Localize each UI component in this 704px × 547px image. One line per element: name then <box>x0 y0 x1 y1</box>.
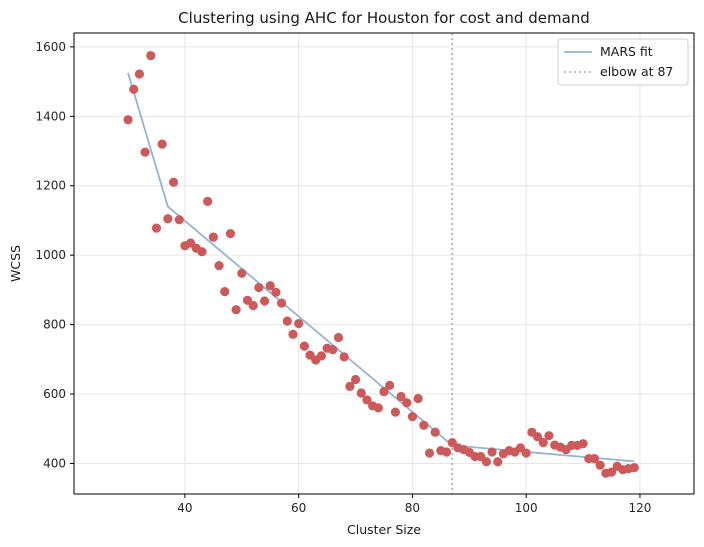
scatter-point <box>532 432 543 442</box>
x-tick-label: 100 <box>515 501 538 515</box>
scatter-point <box>544 431 554 441</box>
scatter-point <box>168 177 179 187</box>
scatter-point <box>134 69 145 79</box>
legend-fit-label: MARS fit <box>600 44 653 59</box>
scatter-point <box>350 374 361 385</box>
scatter-point <box>493 457 503 467</box>
y-tick-label: 800 <box>43 318 66 332</box>
mars-fit-line <box>127 72 635 463</box>
scatter-point <box>146 50 156 61</box>
scatter-point <box>259 296 270 306</box>
x-tick-label: 60 <box>291 501 306 515</box>
scatter-point <box>163 214 173 224</box>
scatter-points <box>123 50 639 478</box>
scatter-point <box>379 386 389 397</box>
scatter-point <box>396 391 406 402</box>
chart-title: Clustering using AHC for Houston for cos… <box>178 9 590 27</box>
scatter-point <box>578 439 588 449</box>
y-tick-label: 1400 <box>35 109 66 123</box>
scatter-point <box>248 300 258 311</box>
scatter-point <box>629 463 639 473</box>
y-axis-ticks: 400 600 800 1000 1200 1400 1600 <box>35 40 74 470</box>
scatter-point <box>174 215 184 225</box>
fit-line-layer <box>127 72 635 463</box>
scatter-point <box>282 316 292 326</box>
scatter-point <box>316 351 327 361</box>
scatter-point <box>362 395 372 405</box>
plot-frame <box>73 32 695 495</box>
y-tick-label: 1000 <box>35 248 66 262</box>
scatter-point <box>385 380 395 390</box>
x-tick-label: 40 <box>177 501 192 515</box>
scatter-point <box>140 147 150 157</box>
scatter-point <box>589 453 600 464</box>
scatter-point <box>339 352 349 362</box>
y-tick-label: 400 <box>43 456 66 470</box>
scatter-point <box>606 467 617 477</box>
scatter-point <box>123 115 133 125</box>
scatter-point <box>430 427 440 437</box>
grid <box>74 33 694 494</box>
scatter-point <box>129 84 139 94</box>
scatter-point <box>299 341 309 351</box>
scatter-point <box>271 287 281 297</box>
scatter-point <box>288 329 298 339</box>
scatter-point <box>231 305 241 315</box>
legend-box <box>557 38 689 86</box>
scatter-point <box>407 411 418 422</box>
scatter-point <box>595 460 605 470</box>
scatter-point <box>220 287 230 297</box>
scatter-point <box>402 398 412 408</box>
x-tick-label: 120 <box>629 501 652 515</box>
scatter-point <box>413 393 423 404</box>
scatter-point <box>390 407 400 417</box>
scatter-point <box>521 448 531 458</box>
y-axis-label: WCSS <box>8 245 23 282</box>
scatter-point <box>203 196 213 206</box>
legend: MARS fit elbow at 87 <box>557 38 689 86</box>
scatter-point <box>277 298 287 308</box>
legend-elbow-label: elbow at 87 <box>600 64 673 79</box>
scatter-point <box>294 318 304 329</box>
scatter-point <box>333 332 344 343</box>
x-tick-label: 80 <box>405 501 420 515</box>
scatter-point <box>157 139 167 149</box>
scatter-point <box>328 344 338 355</box>
scatter-point <box>197 247 207 257</box>
scatter-point <box>441 447 452 457</box>
scatter-point <box>481 457 491 467</box>
scatter-point <box>225 229 236 239</box>
x-axis-ticks: 40 60 80 100 120 <box>177 494 651 515</box>
scatter-point <box>214 260 224 271</box>
scatter-point <box>237 268 247 278</box>
scatter-point <box>424 448 435 458</box>
scatter-point <box>419 420 429 430</box>
scatter-point <box>345 381 355 391</box>
scatter-point <box>487 447 497 457</box>
scatter-point <box>356 388 366 398</box>
scatter-point <box>208 232 218 242</box>
y-tick-label: 600 <box>43 387 66 401</box>
scatter-point <box>265 281 275 291</box>
scatter-point <box>254 282 264 293</box>
scatter-point <box>373 403 383 413</box>
y-tick-label: 1200 <box>35 179 66 193</box>
scatter-point <box>151 223 162 233</box>
x-axis-label: Cluster Size <box>347 522 421 537</box>
scatter-point <box>538 438 548 448</box>
y-tick-label: 1600 <box>35 40 66 54</box>
